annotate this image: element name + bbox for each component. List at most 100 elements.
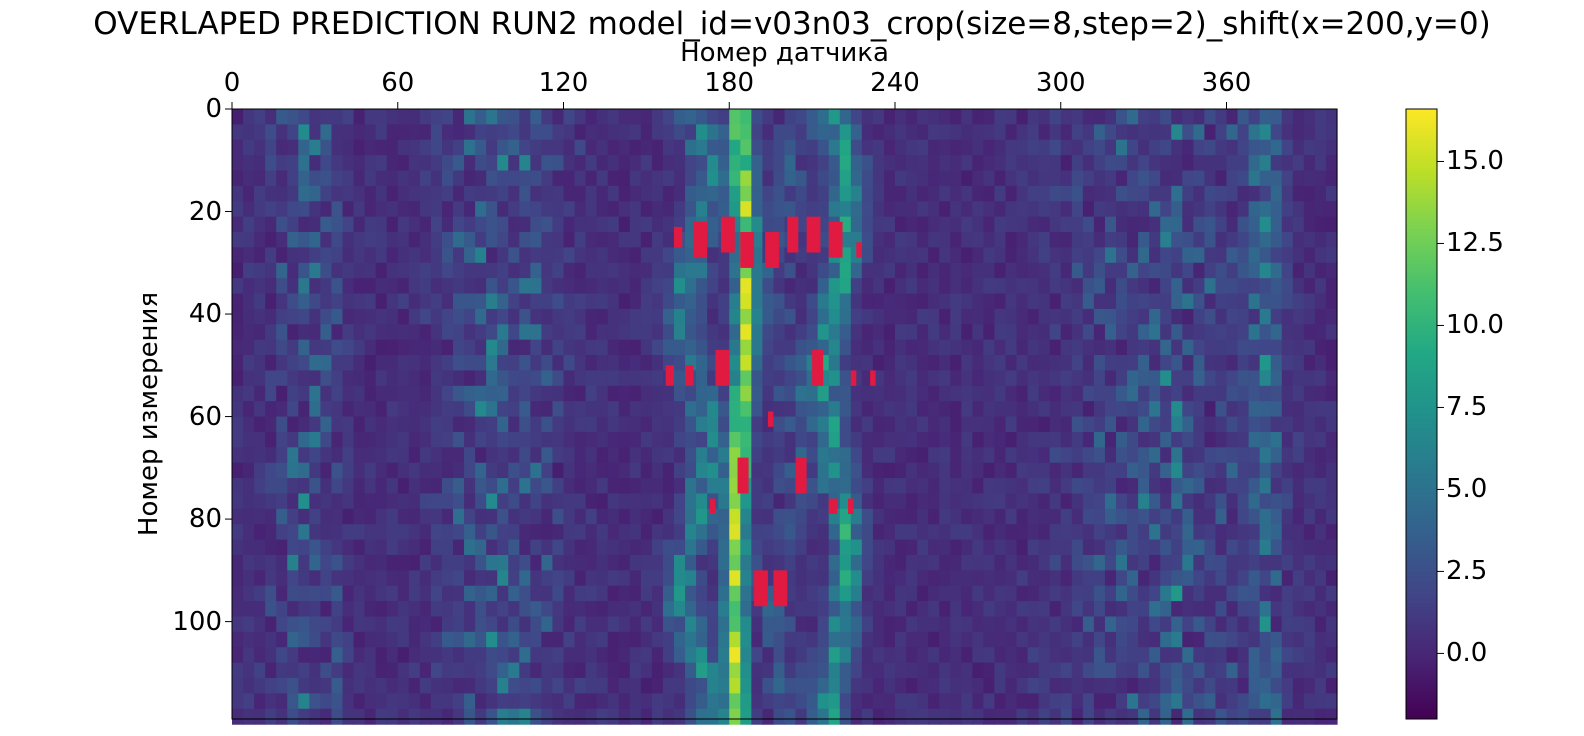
heatmap-cell bbox=[707, 693, 719, 710]
heatmap-cell bbox=[364, 308, 377, 325]
heatmap-cell bbox=[674, 355, 686, 372]
heatmap-cell bbox=[872, 616, 885, 633]
heatmap-cell bbox=[430, 493, 443, 510]
heatmap-cell bbox=[585, 308, 598, 325]
heatmap-cell bbox=[817, 401, 830, 418]
heatmap-cell bbox=[939, 339, 951, 356]
heatmap-cell bbox=[729, 647, 741, 664]
heatmap-cell bbox=[331, 278, 344, 295]
heatmap-cell bbox=[541, 216, 554, 233]
heatmap-cell bbox=[1325, 201, 1338, 218]
heatmap-cell bbox=[375, 247, 388, 264]
heatmap-cell bbox=[276, 601, 288, 618]
heatmap-cell bbox=[408, 431, 421, 448]
heatmap-cell bbox=[1005, 262, 1018, 279]
heatmap-cell bbox=[541, 524, 554, 541]
heatmap-cell bbox=[707, 216, 719, 233]
heatmap-cell bbox=[1248, 170, 1261, 187]
heatmap-cell bbox=[596, 431, 609, 448]
heatmap-cell bbox=[1325, 508, 1338, 525]
heatmap-cell bbox=[1259, 355, 1272, 372]
heatmap-cell bbox=[386, 124, 399, 141]
heatmap-cell bbox=[342, 508, 355, 525]
heatmap-cell bbox=[552, 124, 565, 141]
heatmap-cell bbox=[1182, 431, 1194, 448]
heatmap-cell bbox=[475, 278, 487, 295]
heatmap-cell bbox=[972, 493, 984, 510]
heatmap-cell bbox=[1237, 201, 1250, 218]
heatmap-cell bbox=[839, 616, 852, 633]
heatmap-cell bbox=[596, 616, 609, 633]
heatmap-cell bbox=[1138, 539, 1150, 556]
heatmap-cell bbox=[1226, 539, 1239, 556]
heatmap-cell bbox=[265, 677, 277, 694]
heatmap-cell bbox=[618, 447, 631, 464]
heatmap-cell bbox=[1071, 370, 1084, 387]
heatmap-cell bbox=[662, 416, 675, 433]
heatmap-cell bbox=[397, 232, 410, 249]
heatmap-cell bbox=[751, 185, 763, 202]
heatmap-cell bbox=[1204, 262, 1217, 279]
heatmap-cell bbox=[254, 139, 266, 156]
heatmap-cell bbox=[961, 355, 973, 372]
heatmap-cell bbox=[419, 416, 432, 433]
heatmap-cell bbox=[1237, 585, 1250, 602]
heatmap-cell bbox=[861, 616, 874, 633]
heatmap-cell bbox=[519, 139, 531, 156]
x-axis-label: Номер датчика bbox=[680, 38, 889, 68]
heatmap-cell bbox=[983, 693, 996, 710]
heatmap-cell bbox=[762, 170, 775, 187]
heatmap-cell bbox=[331, 416, 344, 433]
prediction-marker bbox=[765, 232, 779, 268]
heatmap-cell bbox=[784, 139, 797, 156]
heatmap-cell bbox=[917, 462, 929, 479]
heatmap-cell bbox=[729, 478, 741, 495]
heatmap-cell bbox=[1314, 170, 1327, 187]
heatmap-cell bbox=[1215, 170, 1228, 187]
heatmap-cell bbox=[618, 155, 631, 172]
heatmap-cell bbox=[464, 247, 476, 264]
prediction-marker bbox=[693, 221, 708, 258]
heatmap-cell bbox=[1171, 232, 1183, 249]
heatmap-cell bbox=[1082, 185, 1095, 202]
heatmap-cell bbox=[1204, 124, 1217, 141]
heatmap-cell bbox=[1314, 493, 1327, 510]
heatmap-cell bbox=[408, 170, 421, 187]
heatmap-cell bbox=[265, 185, 277, 202]
heatmap-cell bbox=[519, 216, 531, 233]
heatmap-cell bbox=[574, 416, 587, 433]
heatmap-cell bbox=[232, 232, 244, 249]
heatmap-cell bbox=[895, 693, 907, 710]
heatmap-cell bbox=[232, 262, 244, 279]
heatmap-cell bbox=[254, 308, 266, 325]
heatmap-cell bbox=[883, 431, 896, 448]
heatmap-cell bbox=[1281, 339, 1294, 356]
heatmap-cell bbox=[784, 478, 797, 495]
heatmap-cell bbox=[1226, 185, 1239, 202]
heatmap-cell bbox=[309, 139, 321, 156]
heatmap-cell bbox=[685, 385, 697, 402]
heatmap-cell bbox=[861, 278, 874, 295]
heatmap-cell bbox=[519, 431, 531, 448]
heatmap-cell bbox=[1303, 170, 1316, 187]
heatmap-cell bbox=[574, 385, 587, 402]
heatmap-cell bbox=[1093, 539, 1106, 556]
heatmap-cell bbox=[1248, 631, 1261, 648]
heatmap-cell bbox=[784, 416, 797, 433]
heatmap-cell bbox=[430, 355, 443, 372]
heatmap-cell bbox=[618, 124, 631, 141]
heatmap-cell bbox=[674, 247, 686, 264]
heatmap-cell bbox=[508, 585, 520, 602]
heatmap-cell bbox=[276, 693, 288, 710]
heatmap-cell bbox=[1303, 155, 1316, 172]
heatmap-cell bbox=[1226, 109, 1239, 125]
heatmap-cell bbox=[1193, 385, 1205, 402]
heatmap-cell bbox=[640, 139, 653, 156]
heatmap-cell bbox=[1292, 693, 1305, 710]
heatmap-cell bbox=[928, 262, 940, 279]
heatmap-cell bbox=[1215, 139, 1228, 156]
heatmap-cell bbox=[618, 524, 631, 541]
heatmap-cell bbox=[497, 693, 509, 710]
heatmap-cell bbox=[342, 631, 355, 648]
heatmap-cell bbox=[497, 185, 509, 202]
